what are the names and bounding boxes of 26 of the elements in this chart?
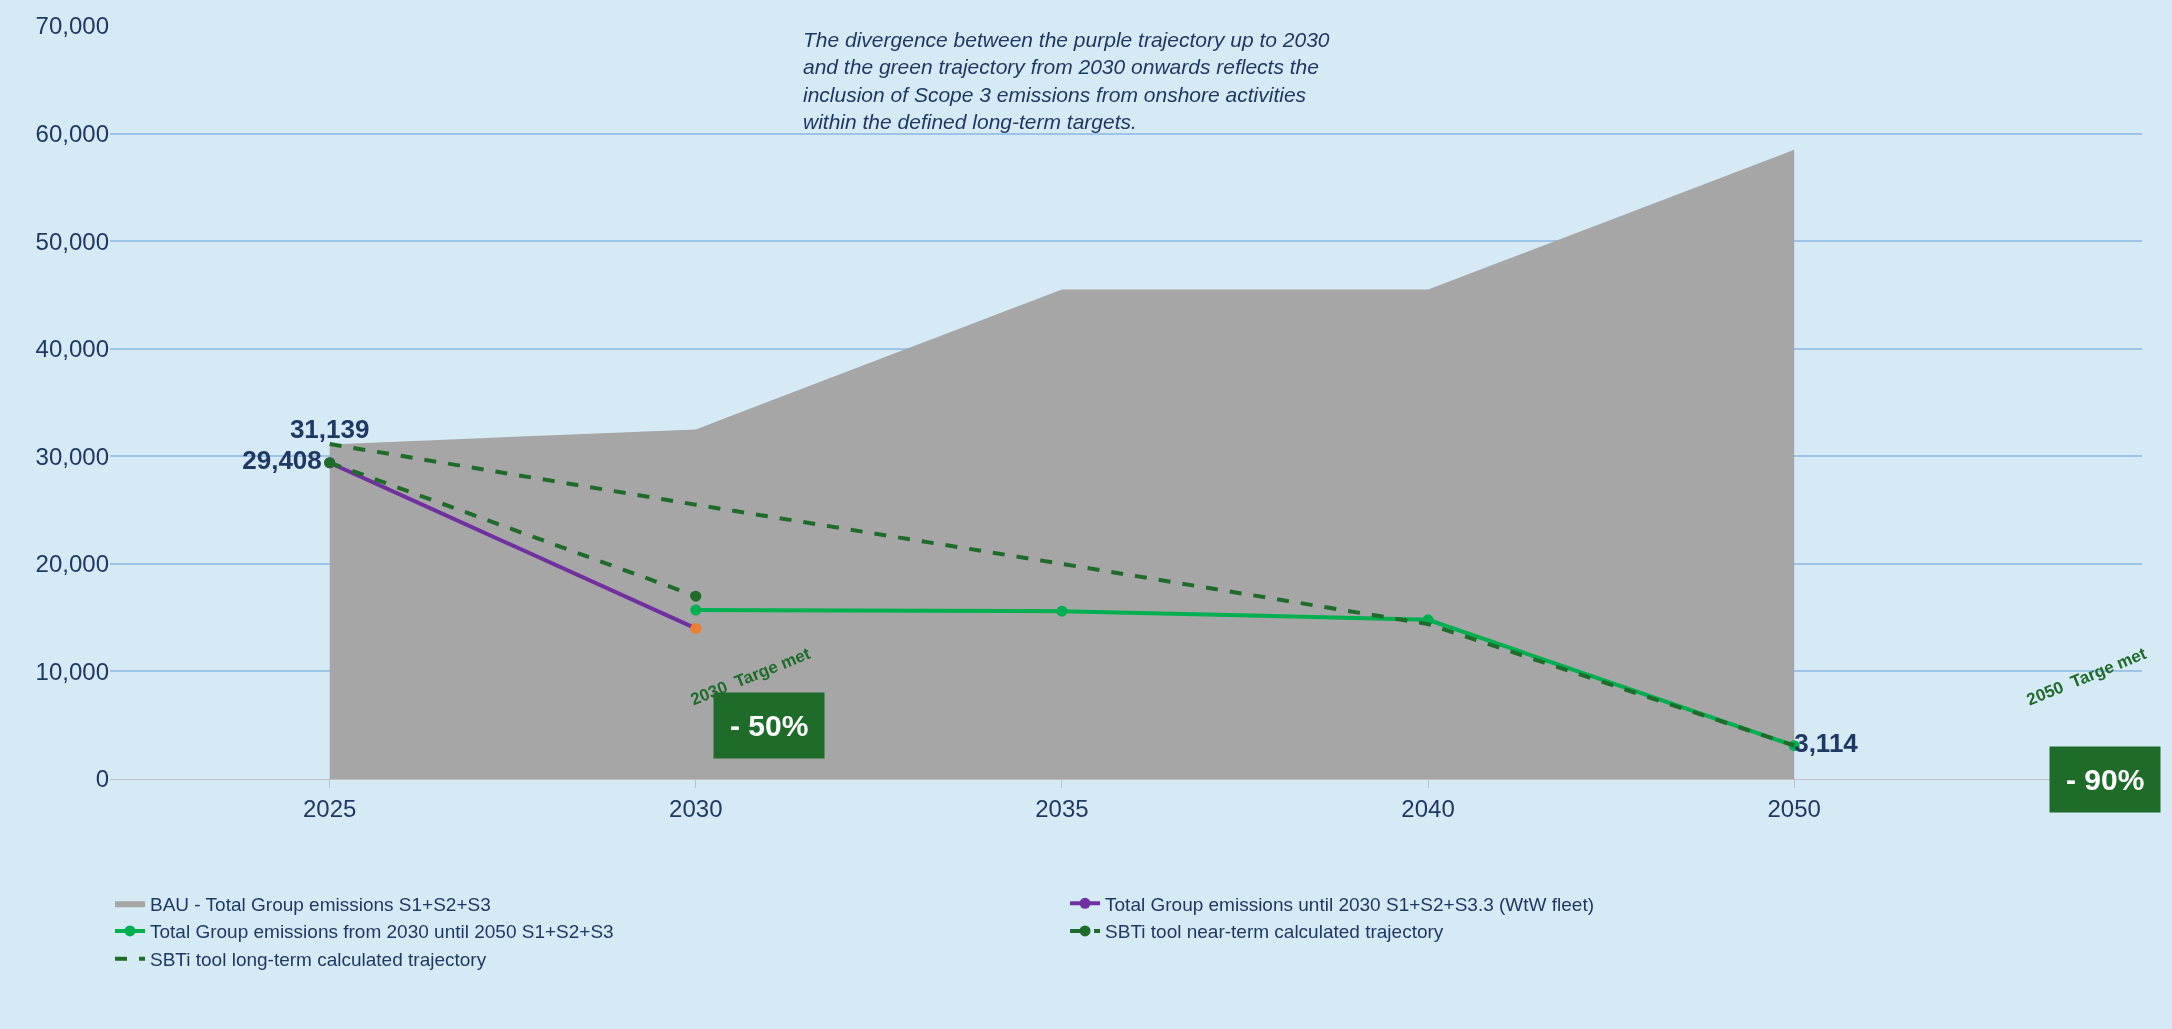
x-tick-label: 2025	[302, 794, 357, 822]
y-tick-label: 20,000	[35, 550, 109, 578]
x-tick-label: 2030	[669, 794, 723, 822]
legend-label: BAU - Total Group emissions S1+S2+S3	[150, 893, 491, 915]
data-label: 3,114	[1794, 728, 1859, 758]
y-tick-label: 0	[95, 765, 109, 793]
y-tick-label: 60,000	[35, 119, 109, 147]
annotation: - 90%	[2066, 763, 2145, 796]
x-tick-label: 2040	[1401, 794, 1455, 822]
y-tick-label: 40,000	[35, 335, 109, 363]
x-tick-label: 2035	[1035, 794, 1089, 822]
annotation: - 50%	[730, 709, 809, 742]
legend-label: SBTi tool near-term calculated trajectory	[1105, 921, 1444, 943]
data-label: 29,408	[242, 445, 322, 476]
annotation: 2030 Targe met	[687, 643, 814, 710]
y-tick-label: 50,000	[35, 227, 109, 255]
annotation: 2050 Targe met	[2023, 643, 2150, 710]
legend-label: Total Group emissions from 2030 until 2050 S1+S2+S3	[150, 921, 614, 943]
y-tick-label: 10,000	[35, 657, 109, 685]
y-tick-label: 30,000	[35, 442, 109, 470]
y-tick-label: 70,000	[35, 12, 109, 40]
legend-label: SBTi tool long-term calculated trajectory	[150, 949, 487, 971]
legend-label: Total Group emissions until 2030 S1+S2+S3.3 (WtW fleet)	[1105, 893, 1594, 915]
data-label: 31,139	[289, 413, 370, 444]
annotation: The divergence between the purple trajectory up to 2030 and the green trajectory from 2030 onwards reflects the inclusion of Scope 3 emissions from onshore activities within the defined long-term targets.	[803, 28, 1330, 133]
x-tick-label: 2050	[1767, 794, 1821, 822]
